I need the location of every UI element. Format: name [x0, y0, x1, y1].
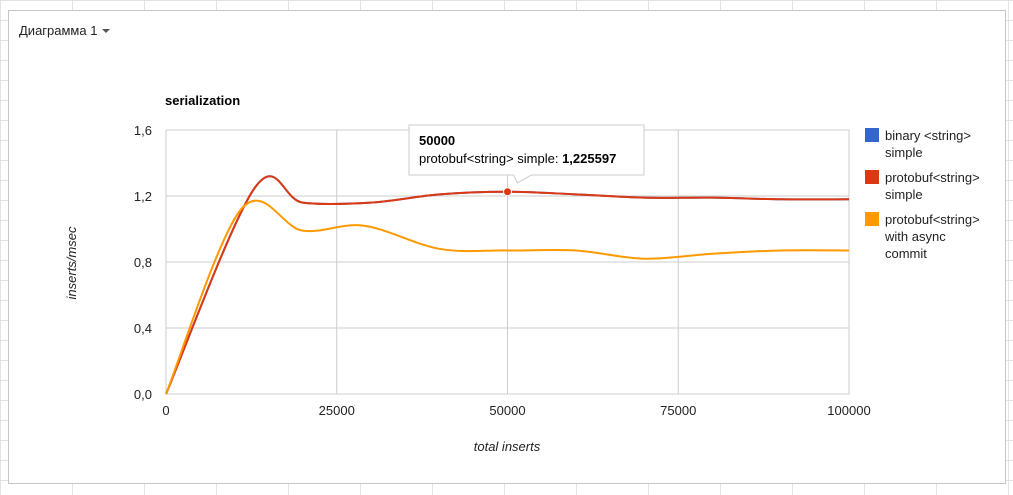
line-chart: serialization 0,0 0,4 0,8 1,2 1,6 0 25000 50000… — [64, 93, 980, 454]
x-tick-label: 50000 — [489, 403, 525, 418]
legend-label: simple — [885, 145, 923, 160]
legend-label: binary <string> — [885, 128, 971, 143]
series-lines — [165, 175, 850, 395]
chart-menu-label: Диаграмма 1 — [19, 23, 98, 38]
gridlines — [165, 129, 850, 395]
tooltip-series-label: protobuf<string> simple: 1,225597 — [419, 151, 616, 166]
tooltip-point-marker — [503, 187, 512, 197]
y-tick-label: 1,2 — [134, 189, 152, 204]
chevron-down-icon — [102, 28, 111, 33]
legend-label: simple — [885, 187, 923, 202]
y-tick-label: 0,8 — [134, 255, 152, 270]
legend-label: commit — [885, 246, 927, 261]
axis-tick-labels: 0,0 0,4 0,8 1,2 1,6 0 25000 50000 75000 100000 — [134, 123, 871, 418]
legend-swatch — [865, 212, 879, 226]
legend-swatch — [865, 170, 879, 184]
y-tick-label: 0,4 — [134, 321, 152, 336]
y-axis-label: inserts/msec — [64, 226, 79, 299]
series-line-2 — [165, 199, 850, 395]
chart-title: serialization — [165, 93, 240, 108]
x-tick-label: 75000 — [660, 403, 696, 418]
legend-swatch — [865, 128, 879, 142]
x-tick-label: 25000 — [319, 403, 355, 418]
tooltip-value: 1,225597 — [562, 151, 616, 166]
tooltip: 50000 protobuf<string> simple: 1,225597 — [408, 124, 645, 197]
legend: binary <string> simple protobuf<string> sim… — [865, 128, 980, 261]
legend-label: with async — [884, 229, 946, 244]
x-tick-label: 100000 — [827, 403, 870, 418]
series-line-1 — [165, 175, 850, 395]
chart-menu-button[interactable]: Диаграмма 1 — [19, 23, 111, 38]
tooltip-box — [408, 124, 645, 184]
y-tick-label: 0,0 — [134, 387, 152, 402]
legend-label: protobuf<string> — [885, 170, 980, 185]
tooltip-title: 50000 — [419, 133, 455, 148]
legend-label: protobuf<string> — [885, 212, 980, 227]
chart-card: Диаграмма 1 serialization 0,0 0,4 0,8 1,2 1,… — [8, 10, 1006, 484]
x-tick-label: 0 — [162, 403, 169, 418]
y-tick-label: 1,6 — [134, 123, 152, 138]
x-axis-label: total inserts — [474, 439, 541, 454]
